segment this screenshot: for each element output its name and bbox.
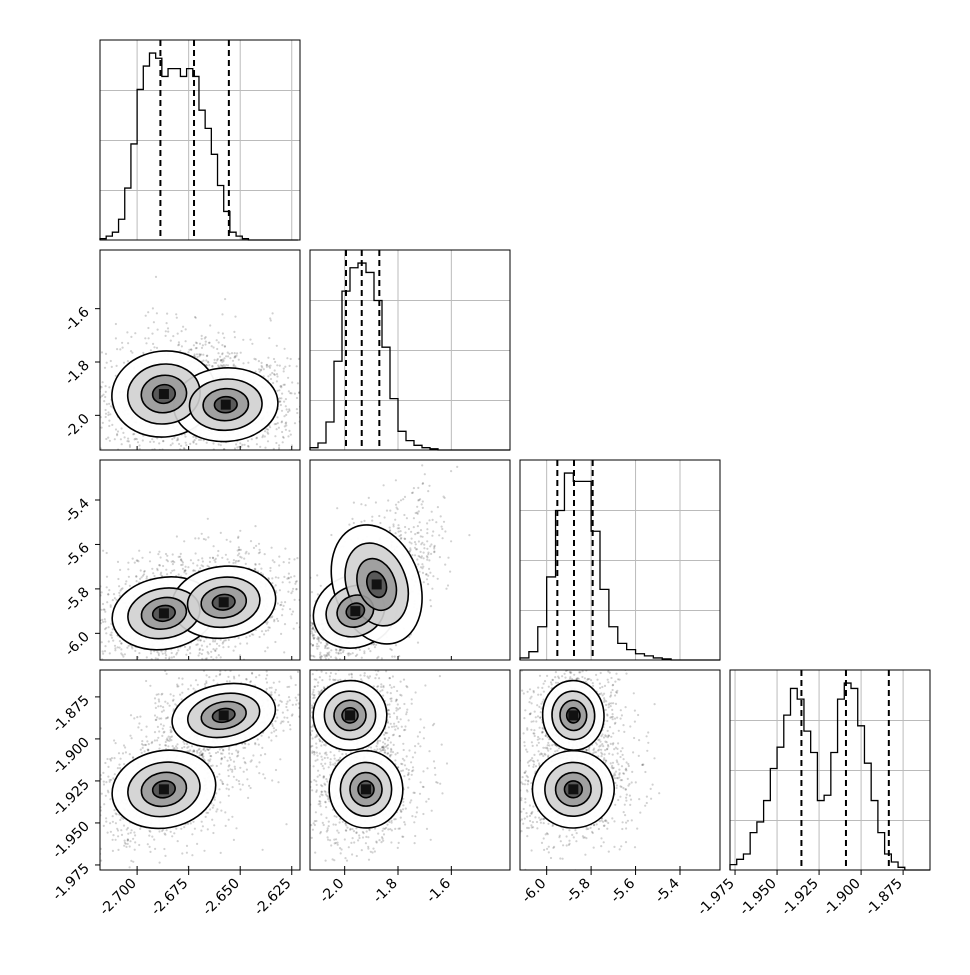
x-tick-label: -1.925 — [779, 876, 822, 919]
panel-body — [479, 635, 660, 886]
y-tick-label: -1.925 — [50, 776, 93, 819]
y-tick-label: -1.900 — [50, 734, 93, 777]
density-peak — [568, 710, 578, 720]
diag-panel-3 — [730, 670, 930, 870]
y-tick-label: -1.950 — [50, 818, 93, 861]
x-tick-label: -2.650 — [200, 876, 243, 919]
x-tick-label: -1.950 — [737, 876, 780, 919]
x-tick-label: -2.675 — [148, 876, 191, 919]
density-peak — [159, 608, 169, 618]
density-peak — [350, 606, 360, 616]
y-tick-label: -2.0 — [62, 411, 93, 442]
x-tick-label: -2.625 — [251, 876, 294, 919]
y-tick-label: -5.4 — [62, 495, 93, 526]
x-tick-label: -1.6 — [424, 875, 455, 906]
density-peak — [345, 710, 355, 720]
y-tick-label: -1.6 — [62, 304, 93, 335]
panel-1-0 — [32, 250, 364, 517]
y-tick-label: -1.975 — [50, 860, 93, 903]
density-peak — [372, 579, 382, 589]
density-peak — [219, 597, 229, 607]
x-tick-label: -1.8 — [370, 876, 401, 907]
panel-2-0 — [0, 460, 371, 684]
panel-3-0 — [53, 636, 336, 886]
x-tick-label: -2.0 — [317, 876, 348, 907]
histogram-1 — [310, 263, 510, 450]
histogram-3 — [730, 683, 930, 870]
diag-panel-2 — [520, 460, 720, 660]
x-tick-label: -2.700 — [97, 876, 140, 919]
y-tick-label: -5.8 — [62, 584, 93, 615]
x-tick-label: -5.8 — [563, 876, 594, 907]
x-tick-label: -6.0 — [519, 876, 550, 907]
diag-panel-1 — [310, 250, 510, 450]
density-peak — [159, 389, 169, 399]
x-tick-label: -1.900 — [821, 876, 864, 919]
panel-3-2 — [479, 635, 720, 886]
x-tick-label: -5.6 — [608, 875, 639, 906]
x-tick-label: -1.875 — [863, 876, 906, 919]
density-peak — [219, 710, 229, 720]
density-peak — [361, 784, 371, 794]
panel-2-1 — [246, 450, 513, 724]
y-tick-label: -1.8 — [62, 358, 93, 389]
y-tick-label: -1.875 — [50, 692, 93, 735]
x-tick-label: -5.4 — [652, 875, 683, 906]
histogram-2 — [520, 473, 720, 660]
y-tick-label: -6.0 — [62, 629, 93, 660]
histogram-0 — [100, 53, 298, 240]
density-peak — [568, 784, 578, 794]
diag-panel-0 — [100, 40, 300, 240]
y-tick-label: -5.6 — [62, 540, 93, 571]
panel-body — [53, 636, 336, 886]
x-tick-label: -1.975 — [695, 876, 738, 919]
panel-body — [246, 450, 513, 724]
density-peak — [221, 400, 231, 410]
density-peak — [159, 784, 169, 794]
